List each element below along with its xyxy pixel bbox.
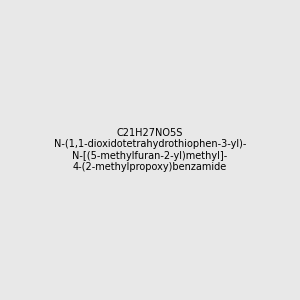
Text: C21H27NO5S
N-(1,1-dioxidotetrahydrothiophen-3-yl)-
N-[(5-methylfuran-2-yl)methyl: C21H27NO5S N-(1,1-dioxidotetrahydrothiop…	[54, 128, 246, 172]
